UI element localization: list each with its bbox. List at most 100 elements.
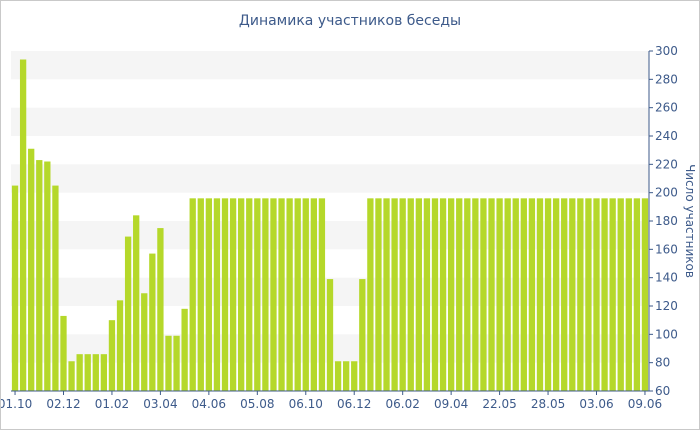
bar — [561, 198, 568, 391]
bar — [84, 354, 91, 391]
bar — [238, 198, 245, 391]
bar — [52, 185, 59, 391]
bar — [383, 198, 390, 391]
bar — [472, 198, 479, 391]
y-tick-label: 300 — [655, 44, 678, 58]
bar — [262, 198, 269, 391]
bar — [625, 198, 632, 391]
y-tick-label: 280 — [655, 72, 678, 86]
y-tick-label: 220 — [655, 157, 678, 171]
bar — [286, 198, 293, 391]
x-tick-labels: 01.10 02.12 01.02 03.04 04.06 05.08 06.10 06.12… — [1, 397, 662, 411]
bar — [149, 253, 156, 391]
y-tick-label: 180 — [655, 214, 678, 228]
bar — [544, 198, 552, 391]
bar — [278, 198, 285, 391]
bar — [197, 198, 204, 391]
y-tick-label: 140 — [655, 271, 678, 285]
grid-band — [11, 164, 649, 193]
bar — [593, 198, 600, 391]
bar — [343, 361, 350, 391]
bar — [229, 198, 237, 391]
bar — [464, 198, 471, 391]
bar — [60, 315, 67, 391]
chart-title: Динамика участников беседы — [238, 13, 462, 29]
x-tick-label: 03.04 — [143, 397, 177, 411]
x-tick-label: 06.10 — [289, 397, 323, 411]
bar — [423, 198, 431, 391]
x-tick-label: 02.12 — [46, 397, 80, 411]
bar — [496, 198, 503, 391]
bar — [221, 198, 229, 391]
grid-band — [11, 51, 649, 80]
bar — [641, 198, 649, 391]
bar — [165, 335, 172, 391]
x-tick-label: 09.04 — [434, 397, 468, 411]
bar — [407, 198, 414, 391]
bar — [520, 198, 527, 391]
x-tick-label: 22.05 — [482, 397, 516, 411]
bar — [326, 279, 334, 391]
bar — [19, 59, 27, 391]
bar — [399, 198, 406, 391]
bar — [439, 198, 447, 391]
bar — [302, 198, 309, 391]
bar — [456, 198, 463, 391]
x-tick-label: 06.12 — [337, 397, 371, 411]
bar — [601, 198, 608, 391]
bar — [391, 198, 398, 391]
x-tick-label: 03.06 — [579, 397, 613, 411]
x-tick-label: 05.08 — [240, 397, 274, 411]
y-tick-label: 120 — [655, 299, 678, 313]
bar — [480, 198, 487, 391]
bar — [28, 148, 35, 391]
y-tick-label: 260 — [655, 101, 678, 115]
bar — [577, 198, 584, 391]
bar — [504, 198, 511, 391]
bar — [44, 161, 51, 391]
bar — [359, 279, 366, 391]
bar — [36, 160, 43, 391]
bar — [334, 361, 342, 391]
bar — [205, 198, 213, 391]
bar — [157, 228, 164, 391]
bar — [512, 198, 519, 391]
bar — [124, 236, 132, 391]
bar — [173, 335, 180, 391]
bar — [431, 198, 439, 391]
bar — [133, 215, 140, 391]
bar — [116, 300, 124, 391]
bar — [92, 354, 99, 391]
bar — [528, 198, 536, 391]
x-tick-label: 06.02 — [386, 397, 420, 411]
bar — [76, 354, 83, 391]
y-tick-labels: 60 80 100 120 140 160 180 200 220 240 260 280 300 — [655, 44, 678, 398]
bars — [11, 59, 649, 391]
axes — [11, 50, 653, 395]
y-tick-label: 60 — [655, 384, 670, 398]
bar — [536, 198, 544, 391]
grid-band — [11, 107, 649, 136]
x-tick-label: 04.06 — [192, 397, 226, 411]
bar — [447, 198, 455, 391]
bar — [488, 198, 495, 391]
bar — [617, 198, 624, 391]
x-tick-label: 01.10 — [1, 397, 32, 411]
bar — [294, 198, 301, 391]
y-tick-label: 160 — [655, 242, 678, 256]
bar — [213, 198, 221, 391]
bar — [367, 198, 374, 391]
bar — [141, 293, 148, 391]
bar — [633, 198, 641, 391]
bar — [11, 185, 19, 391]
bar — [552, 198, 560, 391]
bar — [181, 308, 188, 391]
bar — [318, 198, 326, 391]
bar — [585, 198, 592, 391]
y-tick-label: 100 — [655, 327, 678, 341]
bar — [246, 198, 253, 391]
bar — [108, 320, 116, 391]
bar — [100, 354, 108, 391]
